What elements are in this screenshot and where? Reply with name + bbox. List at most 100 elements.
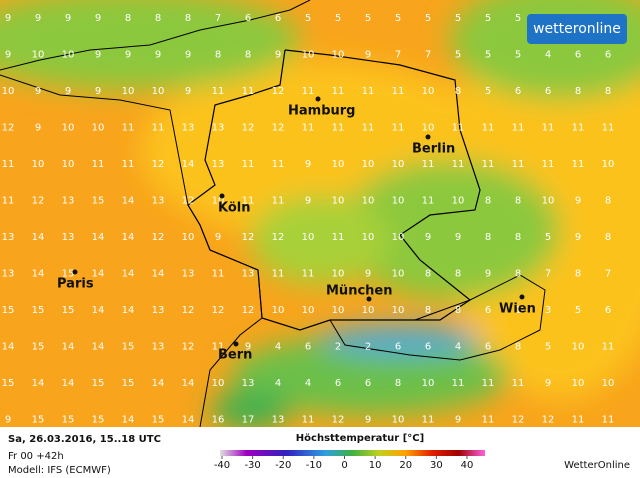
grid-value: 13 [212,159,225,170]
temperature-field [0,0,640,427]
grid-value: 4 [455,342,461,353]
grid-value: 6 [275,13,281,24]
grid-value: 8 [455,305,461,316]
grid-value: 9 [35,13,41,24]
grid-value: 11 [542,123,555,134]
grid-value: 4 [305,378,311,389]
grid-value: 8 [185,13,191,24]
grid-value: 12 [152,232,165,243]
grid-value: 13 [272,415,285,426]
grid-value: 10 [62,123,75,134]
grid-value: 9 [305,196,311,207]
grid-value: 8 [515,232,521,243]
grid-value: 14 [92,232,105,243]
grid-value: 13 [182,269,195,280]
model: Modell: IFS (ECMWF) [8,465,111,476]
grid-value: 14 [32,232,45,243]
legend-tick-label: 30 [430,460,443,471]
grid-value: 5 [455,50,461,61]
grid-value: 5 [545,342,551,353]
grid-value: 8 [425,269,431,280]
city-label: Bern [218,348,252,363]
grid-value: 6 [605,305,611,316]
grid-value: 10 [542,196,555,207]
grid-value: 9 [545,378,551,389]
grid-value: 14 [152,378,165,389]
color-bar [220,450,485,456]
grid-value: 11 [272,196,285,207]
grid-value: 14 [182,159,195,170]
grid-value: 6 [485,305,491,316]
grid-value: 9 [35,86,41,97]
grid-value: 10 [62,50,75,61]
grid-value: 9 [95,50,101,61]
grid-value: 9 [155,50,161,61]
grid-value: 10 [392,196,405,207]
grid-value: 8 [215,50,221,61]
legend-tick-label: -10 [306,460,322,471]
grid-value: 14 [62,342,75,353]
grid-value: 5 [395,13,401,24]
grid-value: 12 [242,305,255,316]
grid-value: 11 [92,159,105,170]
grid-value: 11 [302,415,315,426]
grid-value: 10 [572,342,585,353]
city-label: Paris [57,277,94,292]
grid-value: 14 [92,305,105,316]
grid-value: 11 [512,159,525,170]
grid-value: 10 [302,305,315,316]
date: Sa, 26.03.2016, 15..18 UTC [8,434,161,445]
grid-value: 11 [362,86,375,97]
city-label: München [326,284,392,299]
grid-value: 11 [152,123,165,134]
border-germany [187,49,481,331]
grid-value: 7 [545,269,551,280]
grid-value: 10 [332,50,345,61]
grid-value: 9 [5,50,11,61]
city-label: Berlin [412,142,455,157]
grid-value: 9 [215,232,221,243]
grid-value: 11 [212,269,225,280]
grid-value: 8 [455,86,461,97]
grid-value: 10 [272,305,285,316]
grid-value: 10 [182,232,195,243]
grid-value: 10 [332,305,345,316]
grid-value: 10 [92,123,105,134]
grid-value: 10 [32,50,45,61]
grid-value: 11 [482,378,495,389]
grid-value: 6 [605,50,611,61]
logo: wetteronline [533,21,621,37]
grid-value: 8 [485,196,491,207]
grid-value: 9 [425,232,431,243]
border-austria [329,274,546,361]
grid-value: 15 [122,342,135,353]
legend-tick-label: 0 [341,460,347,471]
city-label: Köln [218,201,251,216]
grid-value: 8 [605,196,611,207]
grid-value: 11 [572,123,585,134]
grid-value: 11 [572,415,585,426]
grid-value: 10 [392,415,405,426]
grid-value: 14 [2,342,15,353]
grid-value: 11 [422,159,435,170]
grid-value: 8 [575,269,581,280]
grid-value: 10 [152,86,165,97]
grid-value: 12 [182,196,195,207]
grid-value: 5 [515,50,521,61]
grid-value: 14 [182,415,195,426]
grid-value: 8 [515,269,521,280]
grid-value: 14 [122,232,135,243]
grid-value: 14 [122,196,135,207]
grid-value: 6 [485,342,491,353]
grid-value: 15 [2,305,15,316]
grid-value: 11 [512,378,525,389]
grid-value: 12 [242,123,255,134]
grid-value: 11 [332,232,345,243]
grid-value: 6 [305,342,311,353]
grid-value: 8 [395,378,401,389]
grid-value: 13 [212,123,225,134]
legend-tick-label: -20 [275,460,291,471]
grid-value: 11 [602,342,615,353]
grid-value: 11 [122,123,135,134]
